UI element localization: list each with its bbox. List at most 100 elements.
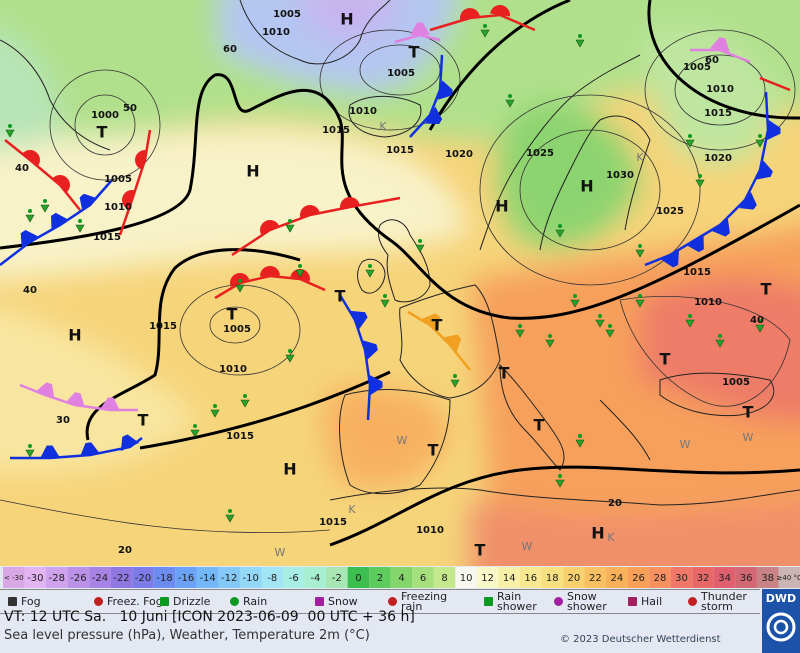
legend-item: Fog: [8, 590, 41, 613]
map-label: 1015: [322, 125, 350, 136]
map-label: 20: [608, 498, 622, 509]
shower-symbol: [605, 329, 615, 338]
rain-dot: [638, 244, 642, 248]
map-label: W: [522, 540, 533, 553]
scale-label: -26: [70, 573, 86, 584]
map-label: 1015: [93, 232, 121, 243]
legend-text: Freezing rain: [401, 589, 448, 613]
shower-symbol: [240, 399, 250, 408]
map-label: 40: [750, 315, 764, 326]
shower-symbol: [285, 354, 295, 363]
scale-label: 26: [632, 573, 645, 584]
scale-cell: [239, 567, 262, 588]
shower-symbol: [595, 319, 605, 328]
legend-item: Snow: [315, 590, 358, 613]
shower-symbol: [225, 514, 235, 523]
map-label: W: [680, 438, 691, 451]
map-label: T: [499, 364, 510, 383]
copyright: © 2023 Deutscher Wetterdienst: [560, 634, 721, 645]
map-label: 1025: [656, 206, 684, 217]
rain-dot: [483, 24, 487, 28]
map-label: 1005: [104, 174, 132, 185]
rain-dot: [43, 199, 47, 203]
scale-cell: [283, 567, 305, 588]
map-label: 1020: [445, 149, 473, 160]
scale-cell: [606, 567, 628, 588]
scale-label: -18: [156, 573, 172, 584]
map-label: T: [428, 441, 439, 460]
scale-label: -4: [310, 573, 320, 584]
scale-label: 24: [611, 573, 624, 584]
legend-icon: [484, 597, 493, 606]
map-label: T: [743, 403, 754, 422]
scale-cell: [326, 567, 348, 588]
legend-item: Freezing rain: [388, 590, 457, 613]
map-label: 40: [23, 285, 37, 296]
rain-dot: [288, 349, 292, 353]
legend-text: Hail: [641, 594, 663, 608]
legend-icon: [230, 597, 239, 606]
legend-icon: [388, 597, 397, 606]
map-label: 1010: [706, 84, 734, 95]
map-label: K: [607, 531, 615, 544]
rain-dot: [78, 219, 82, 223]
weather-symbols: [5, 24, 765, 523]
scale-label: 32: [697, 573, 710, 584]
shower-symbol: [575, 439, 585, 448]
map-label: T: [761, 280, 772, 299]
rain-dot: [573, 294, 577, 298]
map-label: H: [580, 177, 593, 196]
logo-swirl: [766, 612, 796, 642]
scale-label: 22: [589, 573, 602, 584]
scale-cell: [735, 567, 757, 588]
map-label: 1005: [223, 324, 251, 335]
scale-cell: [756, 567, 779, 588]
legend-item: Drizzle: [160, 590, 210, 613]
scale-cell: [196, 567, 219, 588]
legend-text: Snow: [328, 594, 358, 608]
scale-cell: [670, 567, 693, 588]
valid-time: VT: 12 UTC Sa. 10 Juni [ICON 2023-06-09 …: [4, 609, 415, 625]
coastlines: [0, 0, 800, 506]
rain-dot: [558, 474, 562, 478]
scale-cell: [132, 567, 154, 588]
legend-text: Fog: [21, 594, 41, 608]
scale-cell: [218, 567, 240, 588]
shower-symbol: [575, 39, 585, 48]
shower-symbol: [695, 179, 705, 188]
shower-symbol: [25, 449, 35, 458]
rain-dot: [28, 444, 32, 448]
description: Sea level pressure (hPa), Weather, Tempe…: [4, 628, 370, 643]
map-label: 1005: [722, 377, 750, 388]
scale-label: -6: [289, 573, 299, 584]
rain-dot: [8, 124, 12, 128]
map-label: 1010: [262, 27, 290, 38]
shower-symbol: [555, 479, 565, 488]
shower-symbol: [25, 214, 35, 223]
shower-symbol: [210, 409, 220, 418]
scale-cell: [498, 567, 520, 588]
map-label: 1025: [526, 148, 554, 159]
rain-dot: [688, 314, 692, 318]
shower-symbol: [545, 339, 555, 348]
scale-cell: [627, 567, 650, 588]
scale-label: -16: [178, 573, 194, 584]
legend-text: Thunder storm: [701, 589, 747, 613]
map-label: W: [743, 431, 754, 444]
scale-cell: [46, 567, 68, 588]
map-label: K: [379, 120, 387, 133]
map-label: H: [495, 197, 508, 216]
shower-symbol: [75, 224, 85, 233]
scale-label: 6: [420, 573, 426, 584]
shower-symbol: [450, 379, 460, 388]
legend-item: Snow shower: [554, 590, 623, 613]
scale-cell: [175, 567, 197, 588]
scale-label: -14: [199, 573, 215, 584]
scale-cell: [476, 567, 499, 588]
map-label: 1015: [704, 108, 732, 119]
map-label: 1005: [273, 9, 301, 20]
map-label: 1005: [683, 62, 711, 73]
shower-symbol: [235, 284, 245, 293]
shower-symbol: [635, 249, 645, 258]
